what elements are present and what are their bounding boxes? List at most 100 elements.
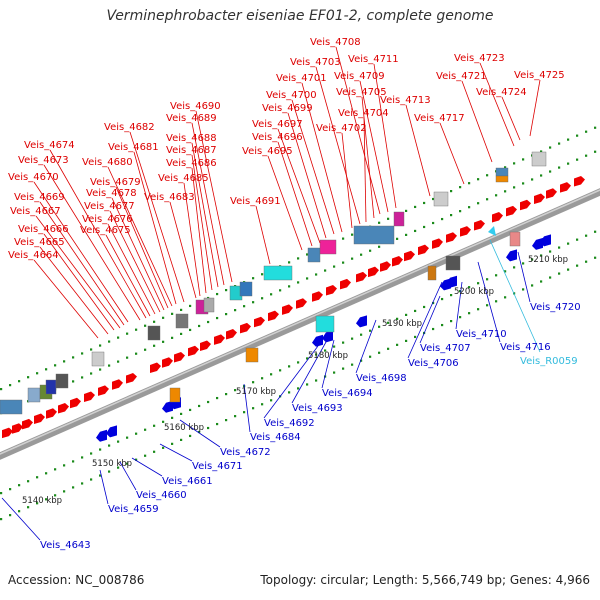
tick-dot — [405, 233, 408, 236]
tick-dot — [108, 340, 111, 343]
gene-label-plus: Veis_4677 — [84, 201, 135, 212]
tick-dot — [153, 450, 156, 453]
tick-dot — [495, 300, 498, 303]
leader-line — [359, 80, 389, 213]
feature-box — [495, 167, 509, 177]
tick-dot — [261, 297, 264, 300]
tick-dot — [432, 197, 435, 201]
tick-dot — [315, 353, 318, 356]
leader-line — [301, 82, 343, 233]
tick-dot — [81, 352, 84, 355]
tick-dot — [360, 333, 363, 336]
tick-marks — [0, 126, 597, 521]
leader-line — [133, 151, 177, 305]
tick-dot — [558, 272, 561, 275]
leader-line — [321, 339, 335, 389]
scale-label: 5160 kbp — [164, 423, 204, 433]
gene-label-plus: Veis_4670 — [8, 172, 59, 183]
tick-dot — [72, 380, 75, 383]
leader-line — [33, 181, 129, 323]
plus-gene-arrow — [492, 212, 503, 223]
tick-dot — [261, 273, 264, 276]
minus-gene-arrow — [446, 275, 457, 288]
tick-dot — [432, 301, 435, 305]
tick-dot — [549, 276, 552, 279]
leader-line — [489, 239, 541, 353]
tick-dot — [126, 436, 129, 439]
plus-gene-arrow — [34, 413, 45, 425]
tick-dot — [558, 142, 561, 145]
tick-dot — [144, 324, 147, 327]
plus-gene-arrow — [2, 427, 13, 439]
tick-dot — [36, 372, 39, 375]
tick-dot — [549, 146, 552, 149]
tick-dot — [441, 217, 444, 221]
tick-dot — [243, 305, 246, 308]
plus-gene-arrow — [560, 182, 571, 193]
gene-label-minus: Veis_4706 — [408, 358, 459, 369]
leader-line — [119, 461, 137, 491]
feature-box — [203, 297, 215, 313]
minus-gene-arrow — [106, 425, 117, 438]
tick-dot — [81, 482, 84, 485]
leader-line — [517, 251, 531, 303]
tick-dot — [486, 278, 489, 281]
tick-dot — [126, 332, 129, 335]
tick-dot — [567, 268, 570, 271]
tick-dot — [558, 166, 561, 169]
tick-dot — [99, 448, 102, 451]
gene-label-plus: Veis_4700 — [266, 90, 317, 101]
leader-line — [191, 154, 213, 291]
tick-dot — [243, 411, 246, 414]
gene-label-minus: Veis_4672 — [220, 447, 271, 458]
tick-dot — [504, 190, 507, 193]
tick-dot — [342, 237, 345, 240]
tick-dot — [126, 356, 129, 359]
feature-box — [245, 347, 259, 363]
tick-dot — [333, 371, 336, 374]
tick-dot — [135, 352, 138, 355]
feature-box — [175, 313, 189, 329]
tick-dot — [441, 323, 444, 327]
gene-label-plus: Veis_4724 — [476, 87, 527, 98]
tick-dot — [576, 134, 579, 137]
tick-dot — [405, 339, 408, 342]
tick-dot — [342, 367, 345, 370]
tick-dot — [360, 253, 363, 256]
tick-dot — [594, 126, 597, 129]
gene-labels: Veis_4664 Veis_4665 Veis_4666 Veis_4667 Veis… — [8, 37, 581, 551]
tick-dot — [387, 347, 390, 350]
plus-gene-arrow — [240, 322, 251, 334]
tick-dot — [225, 289, 228, 292]
tick-dot — [468, 312, 471, 315]
leader-line — [277, 128, 321, 244]
tick-dot — [585, 130, 588, 133]
feature-box — [353, 225, 395, 245]
gene-label-minus: Veis_4698 — [356, 373, 407, 384]
tick-dot — [504, 270, 507, 273]
tick-dot — [180, 332, 183, 335]
plus-gene-arrow — [22, 418, 33, 430]
gene-label-plus: Veis_4675 — [80, 225, 131, 236]
tick-dot — [540, 280, 543, 283]
map-title: Verminephrobacter eiseniae EF01-2, compl… — [106, 8, 494, 24]
leader-line — [105, 234, 151, 317]
gene-label-plus: Veis_4697 — [252, 119, 303, 130]
plus-gene-arrow — [188, 345, 199, 357]
gene-label-minus: Veis_4692 — [264, 418, 315, 429]
plus-gene-arrow — [574, 175, 585, 187]
tick-dot — [576, 238, 579, 241]
tick-dot — [495, 194, 498, 197]
tick-dot — [252, 407, 255, 410]
plus-gene-arrow — [126, 373, 137, 384]
leader-line — [277, 141, 313, 247]
tick-dot — [531, 178, 534, 181]
tick-dot — [180, 412, 183, 415]
minus-gene-arrow — [162, 400, 173, 413]
leader-line — [477, 261, 501, 343]
tick-dot — [423, 305, 426, 309]
tick-dot — [378, 245, 381, 248]
tick-dot — [0, 492, 3, 495]
tick-dot — [387, 321, 390, 324]
tick-dot — [585, 154, 588, 157]
